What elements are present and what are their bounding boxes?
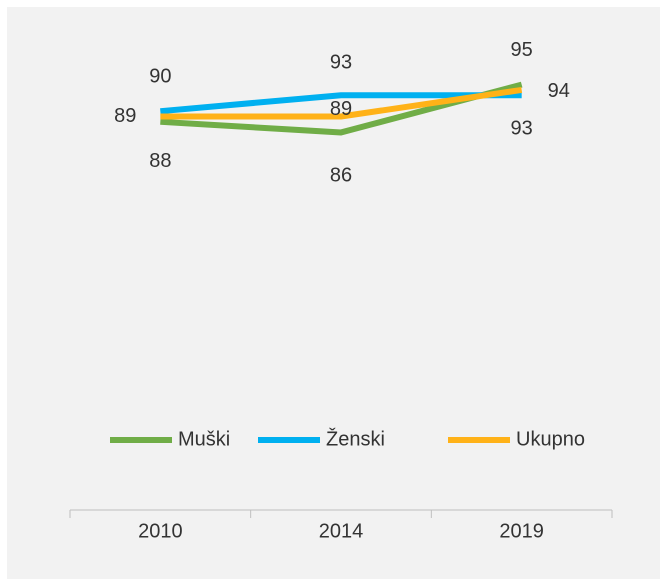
x-tick-label: 2019	[499, 520, 544, 542]
data-label: 93	[511, 118, 533, 140]
data-label: 95	[511, 39, 533, 61]
data-label: 88	[149, 150, 171, 172]
x-tick-label: 2010	[138, 520, 183, 542]
line	[160, 86, 523, 120]
legend-label: Muški	[178, 428, 230, 450]
legend-label: Ženski	[326, 427, 385, 450]
data-label: 94	[548, 80, 570, 102]
data-label: 89	[330, 98, 352, 120]
data-label: 93	[330, 52, 352, 74]
chart-background	[7, 7, 660, 579]
legend-label: Ukupno	[516, 428, 585, 450]
data-label: 90	[149, 65, 171, 87]
data-label: 86	[330, 165, 352, 187]
data-label: 89	[114, 105, 136, 127]
x-tick-label: 2014	[319, 520, 364, 542]
line	[160, 92, 522, 115]
